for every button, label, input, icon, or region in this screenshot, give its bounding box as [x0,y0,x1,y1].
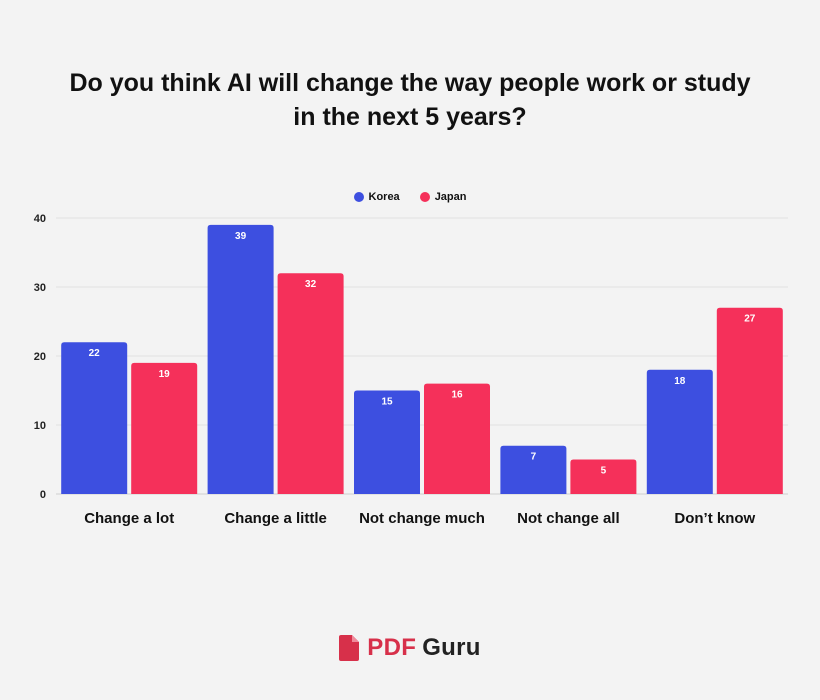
y-tick-label: 20 [34,351,46,363]
bar-value-label: 22 [89,348,101,359]
legend-swatch-korea [353,192,364,202]
bar-korea [646,369,713,494]
bar-value-label: 18 [674,376,686,387]
y-tick-label: 0 [40,489,46,501]
bar-value-label: 32 [305,279,317,290]
x-tick-label: Don’t know [674,510,755,527]
chart-title: Do you think AI will change the way peop… [60,66,760,134]
bar-korea [207,224,274,494]
bar-value-label: 16 [451,390,463,401]
x-tick-label: Change a lot [84,510,174,527]
x-tick-label: Change a little [224,510,327,527]
logo-pdf: PDF [367,634,417,661]
bar-chart: 0 10 20 30 40 22 19 Change a lot 39 32 Change a li… [34,213,788,527]
y-tick-label: 10 [34,420,46,432]
chart-title-line-1: Do you think AI will change the way peop… [69,69,751,97]
y-tick-label: 30 [34,282,46,294]
bar-japan [716,307,783,494]
bar-value-label: 39 [235,231,247,242]
bar-japan [424,383,490,494]
pdfguru-logo: PDF Guru [0,634,820,662]
bar-korea [500,445,567,494]
legend-swatch-japan [419,192,430,202]
y-tick-label: 40 [34,213,46,225]
document-icon [339,635,360,661]
bar-value-label: 15 [381,397,393,408]
bar-value-label: 27 [744,314,756,325]
bar-japan [570,459,637,494]
legend-item-korea[interactable]: Korea [353,191,400,203]
logo-guru: Guru [422,634,481,661]
bar-korea [354,390,420,494]
legend-label-korea: Korea [368,191,400,203]
bar-value-label: 5 [601,466,607,477]
logo-text: PDF Guru [367,634,480,662]
x-tick-label: Not change much [359,510,485,527]
x-tick-label: Not change all [517,510,620,527]
legend-label-japan: Japan [434,191,467,203]
bar-value-label: 7 [531,452,537,463]
chart-legend: Korea Japan [0,191,820,203]
legend-item-japan[interactable]: Japan [419,191,467,203]
bar-korea [61,342,128,494]
bar-value-label: 19 [159,369,171,380]
bar-japan [131,362,198,494]
bar-japan [277,273,344,494]
chart-title-line-2: in the next 5 years? [293,103,527,131]
